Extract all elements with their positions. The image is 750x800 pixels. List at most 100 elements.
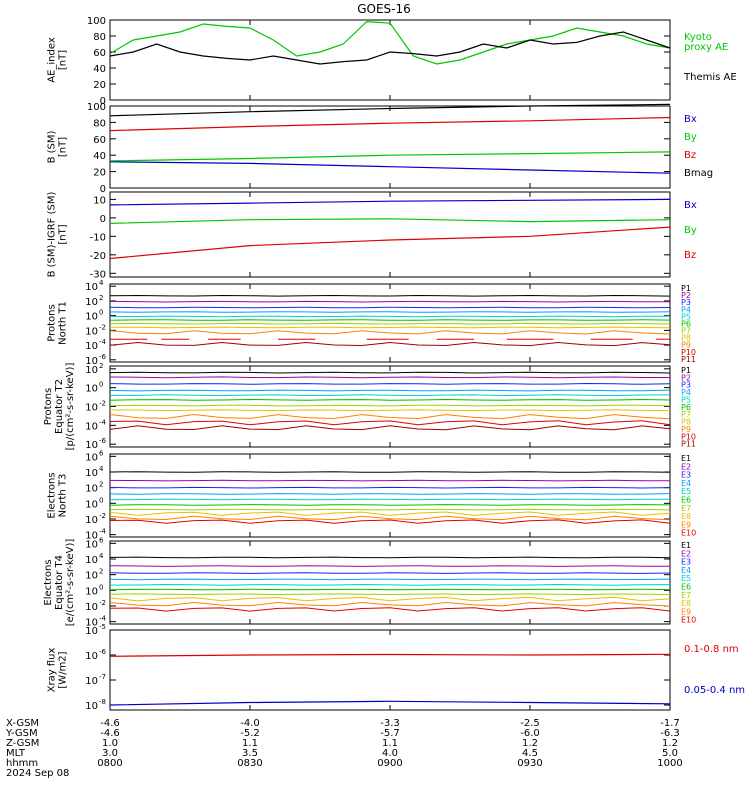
x-tick-value: -3.3	[380, 718, 400, 729]
series-line-0-05-0-4-nm	[109, 700, 671, 706]
y-axis-label: AE_index	[47, 37, 58, 83]
panel-bigrf: -30 -20 -10 0 10 B (SM)-IGRF (SM) [nT] Bx By Bz	[47, 191, 697, 280]
channel-label: P9	[681, 425, 691, 434]
x-row-name: hhmm	[6, 758, 38, 769]
y-tick-label: 10	[85, 571, 98, 582]
channel-label: P2	[681, 291, 691, 300]
channel-line	[109, 588, 671, 591]
x-tick-value: 1.1	[382, 738, 398, 749]
y-tick-label: 10	[85, 452, 98, 463]
channel-line	[109, 294, 671, 297]
y-axis-label: Electrons	[47, 472, 58, 518]
y-tick-label: -20	[90, 251, 106, 262]
y-tick-label: 10	[85, 468, 98, 479]
channel-label: P6	[681, 319, 691, 328]
channel-line	[109, 479, 670, 482]
legend-label: Bx	[684, 200, 697, 211]
x-tick-value: -4.6	[100, 728, 120, 739]
channel-line	[109, 596, 671, 602]
y-tick-exponent: 2	[99, 481, 103, 489]
y-tick-exponent: -6	[99, 437, 107, 445]
x-tick-value: 1.2	[522, 738, 538, 749]
channel-label: P4	[681, 305, 691, 314]
channel-label: P8	[681, 334, 691, 343]
channel-label: E6	[681, 496, 691, 505]
channel-label: P8	[681, 418, 691, 427]
channel-line	[109, 607, 671, 612]
series-line-bmag	[109, 103, 671, 117]
channel-line	[109, 556, 671, 559]
x-tick-value: 3.0	[102, 748, 118, 759]
channel-line	[109, 300, 670, 303]
channel-label: E10	[681, 529, 696, 538]
y-axis-label: [e/(cm²-s-sr-keV)]	[65, 539, 76, 627]
channel-line	[109, 471, 671, 473]
series-line-0-1-0-8-nm	[109, 653, 671, 657]
channel-line	[109, 519, 671, 524]
y-tick-label: 80	[93, 32, 106, 43]
y-tick-label: 10	[85, 440, 98, 451]
x-row-name: X-GSM	[6, 718, 39, 729]
y-tick-label: 10	[85, 421, 98, 432]
channel-line	[110, 409, 671, 412]
y-tick-label: 10	[85, 618, 98, 629]
channel-line	[109, 376, 670, 379]
x-tick-value: 3.5	[242, 748, 258, 759]
x-tick-value: 4.5	[522, 748, 538, 759]
y-axis-label: B (SM)-IGRF (SM)	[47, 192, 58, 278]
y-tick-exponent: 0	[99, 381, 103, 389]
y-tick-label: 0	[100, 184, 106, 195]
x-tick-value: 0930	[517, 758, 542, 769]
y-tick-label: 80	[93, 118, 106, 129]
channel-label: P3	[681, 298, 691, 307]
channel-label: P4	[681, 388, 691, 397]
panel-frame	[109, 19, 671, 101]
y-axis-label: North T1	[58, 301, 69, 345]
channel-label: P11	[681, 355, 696, 364]
channel-line	[109, 504, 671, 506]
y-tick-label: 0	[100, 96, 106, 107]
y-tick-exponent: -5	[99, 623, 106, 631]
channel-label: E9	[681, 520, 691, 529]
y-tick-exponent: -7	[99, 673, 106, 681]
x-tick-value: -4.6	[100, 718, 120, 729]
legend-label: Themis AE	[683, 72, 737, 83]
legend-label: Bz	[684, 150, 696, 161]
y-tick-label: 10	[85, 297, 98, 308]
channel-label: E9	[681, 607, 691, 616]
x-tick-value: -1.7	[660, 718, 680, 729]
channel-label: P9	[681, 341, 691, 350]
y-axis-label: Electrons	[43, 559, 54, 605]
channel-line	[109, 311, 671, 313]
y-tick-exponent: 0	[99, 583, 103, 591]
channel-line	[109, 341, 671, 347]
channel-line	[109, 572, 671, 574]
y-axis-label: Protons	[47, 304, 58, 341]
y-tick-exponent: -2	[99, 599, 106, 607]
channel-label: E7	[681, 504, 691, 513]
legend-label: By	[684, 225, 697, 236]
y-tick-label: -30	[90, 269, 106, 280]
channel-line	[109, 413, 671, 420]
series-line-themis-ae	[109, 31, 671, 65]
y-tick-label: 10	[85, 515, 98, 526]
x-tick-value: 4.0	[382, 748, 398, 759]
channel-line	[109, 508, 671, 511]
y-tick-label: -10	[90, 232, 106, 243]
panel-bsm: 0 20 40 60 80 100 B (SM) [nT] Bx By Bz Bmag	[47, 102, 714, 195]
y-axis-label: Equator T4	[54, 555, 65, 610]
channel-label: E3	[681, 471, 691, 480]
channel-line	[109, 425, 671, 431]
x-tick-value: -5.7	[380, 728, 400, 739]
legend-label: 0.05-0.4 nm	[684, 685, 745, 696]
channel-label: E4	[681, 566, 691, 575]
y-tick-label: 10	[85, 356, 98, 367]
channel-line	[109, 398, 671, 401]
channel-line	[109, 578, 671, 581]
y-tick-label: 10	[93, 195, 106, 206]
channel-line	[109, 315, 670, 318]
channel-line	[109, 493, 671, 495]
x-tick-value: 0900	[377, 758, 402, 769]
